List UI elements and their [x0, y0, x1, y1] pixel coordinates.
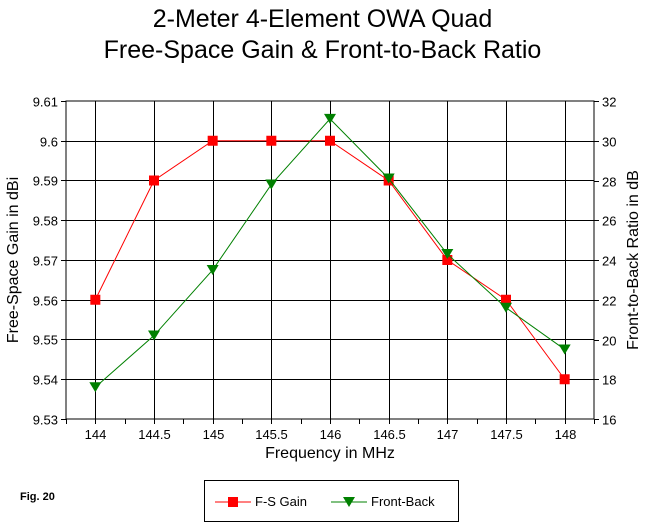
y-tick-label: 9.53 [33, 413, 58, 428]
y-tick-label: 9.56 [33, 294, 58, 309]
x-tick-label: 145.5 [255, 427, 288, 442]
y2-tick-label: 26 [602, 214, 616, 229]
x-tick-label: 144.5 [138, 427, 171, 442]
y-tick-label: 9.6 [40, 135, 58, 150]
data-point-f-s-gain [501, 294, 511, 305]
y-tick-label: 9.61 [33, 95, 58, 110]
chart-title: 2-Meter 4-Element OWA Quad [152, 5, 493, 33]
x-axis-label: Frequency in MHz [265, 445, 395, 462]
y-tick-label: 9.58 [33, 214, 58, 229]
x-tick-label: 147 [437, 427, 459, 442]
x-tick-label: 147.5 [490, 427, 523, 442]
data-point-f-s-gain [90, 294, 101, 305]
data-point-front-back [89, 382, 102, 393]
y-tick-label: 9.54 [33, 373, 58, 388]
axis-tick-labels: 9.53 9.54 9.55 9.56 9.57 9.58 9.59 9.6 9.61 16 18 2… [33, 95, 617, 443]
x-tick-label: 148 [555, 427, 577, 442]
y2-tick-label: 22 [602, 294, 616, 309]
x-tick-label: 144 [85, 427, 107, 442]
y2-tick-label: 16 [602, 413, 616, 428]
data-point-f-s-gain [325, 135, 335, 146]
x-tick-label: 146.5 [373, 427, 406, 442]
data-point-f-s-gain [207, 135, 218, 146]
y-tick-label: 9.59 [33, 174, 58, 189]
grid [66, 101, 594, 419]
data-point-front-back [500, 302, 512, 313]
y-tick-label: 9.55 [33, 333, 58, 348]
series [89, 113, 571, 393]
data-point-front-back [441, 249, 454, 260]
data-point-front-back [206, 264, 219, 275]
y2-tick-label: 28 [602, 175, 616, 190]
data-point-f-s-gain [559, 374, 570, 385]
y2-tick-label: 32 [602, 95, 616, 110]
y-tick-label: 9.57 [33, 254, 58, 269]
data-point-f-s-gain [442, 255, 453, 265]
y2-axis-label: Front-to-Back Ratio in dB [625, 170, 642, 350]
data-point-front-back [324, 113, 336, 124]
figure-label: Fig. 20 [20, 491, 55, 503]
y2-tick-label: 30 [602, 135, 616, 150]
legend-label-fs-gain: F-S Gain [255, 494, 308, 509]
x-tick-label: 146 [320, 427, 342, 442]
data-point-f-s-gain [149, 175, 159, 186]
x-tick-label: 145 [203, 427, 225, 442]
legend-swatch-fs-gain [215, 497, 251, 507]
data-point-front-back [382, 173, 395, 184]
y2-tick-label: 18 [602, 373, 616, 388]
data-point-front-back [558, 344, 571, 355]
data-point-f-s-gain [266, 135, 277, 146]
legend-swatch-front-back [331, 497, 367, 507]
chart-subtitle: Free-Space Gain & Front-to-Back Ratio [103, 36, 542, 64]
legend-label-front-back: Front-Back [371, 494, 435, 509]
y-axis-label: Free-Space Gain in dBi [5, 177, 22, 343]
axis-ticks [61, 101, 599, 424]
legend: F-S Gain Front-Back [204, 480, 459, 522]
data-point-front-back [265, 179, 278, 190]
data-point-front-back [148, 330, 160, 341]
y2-tick-label: 24 [602, 254, 616, 269]
y2-tick-label: 20 [602, 334, 616, 349]
